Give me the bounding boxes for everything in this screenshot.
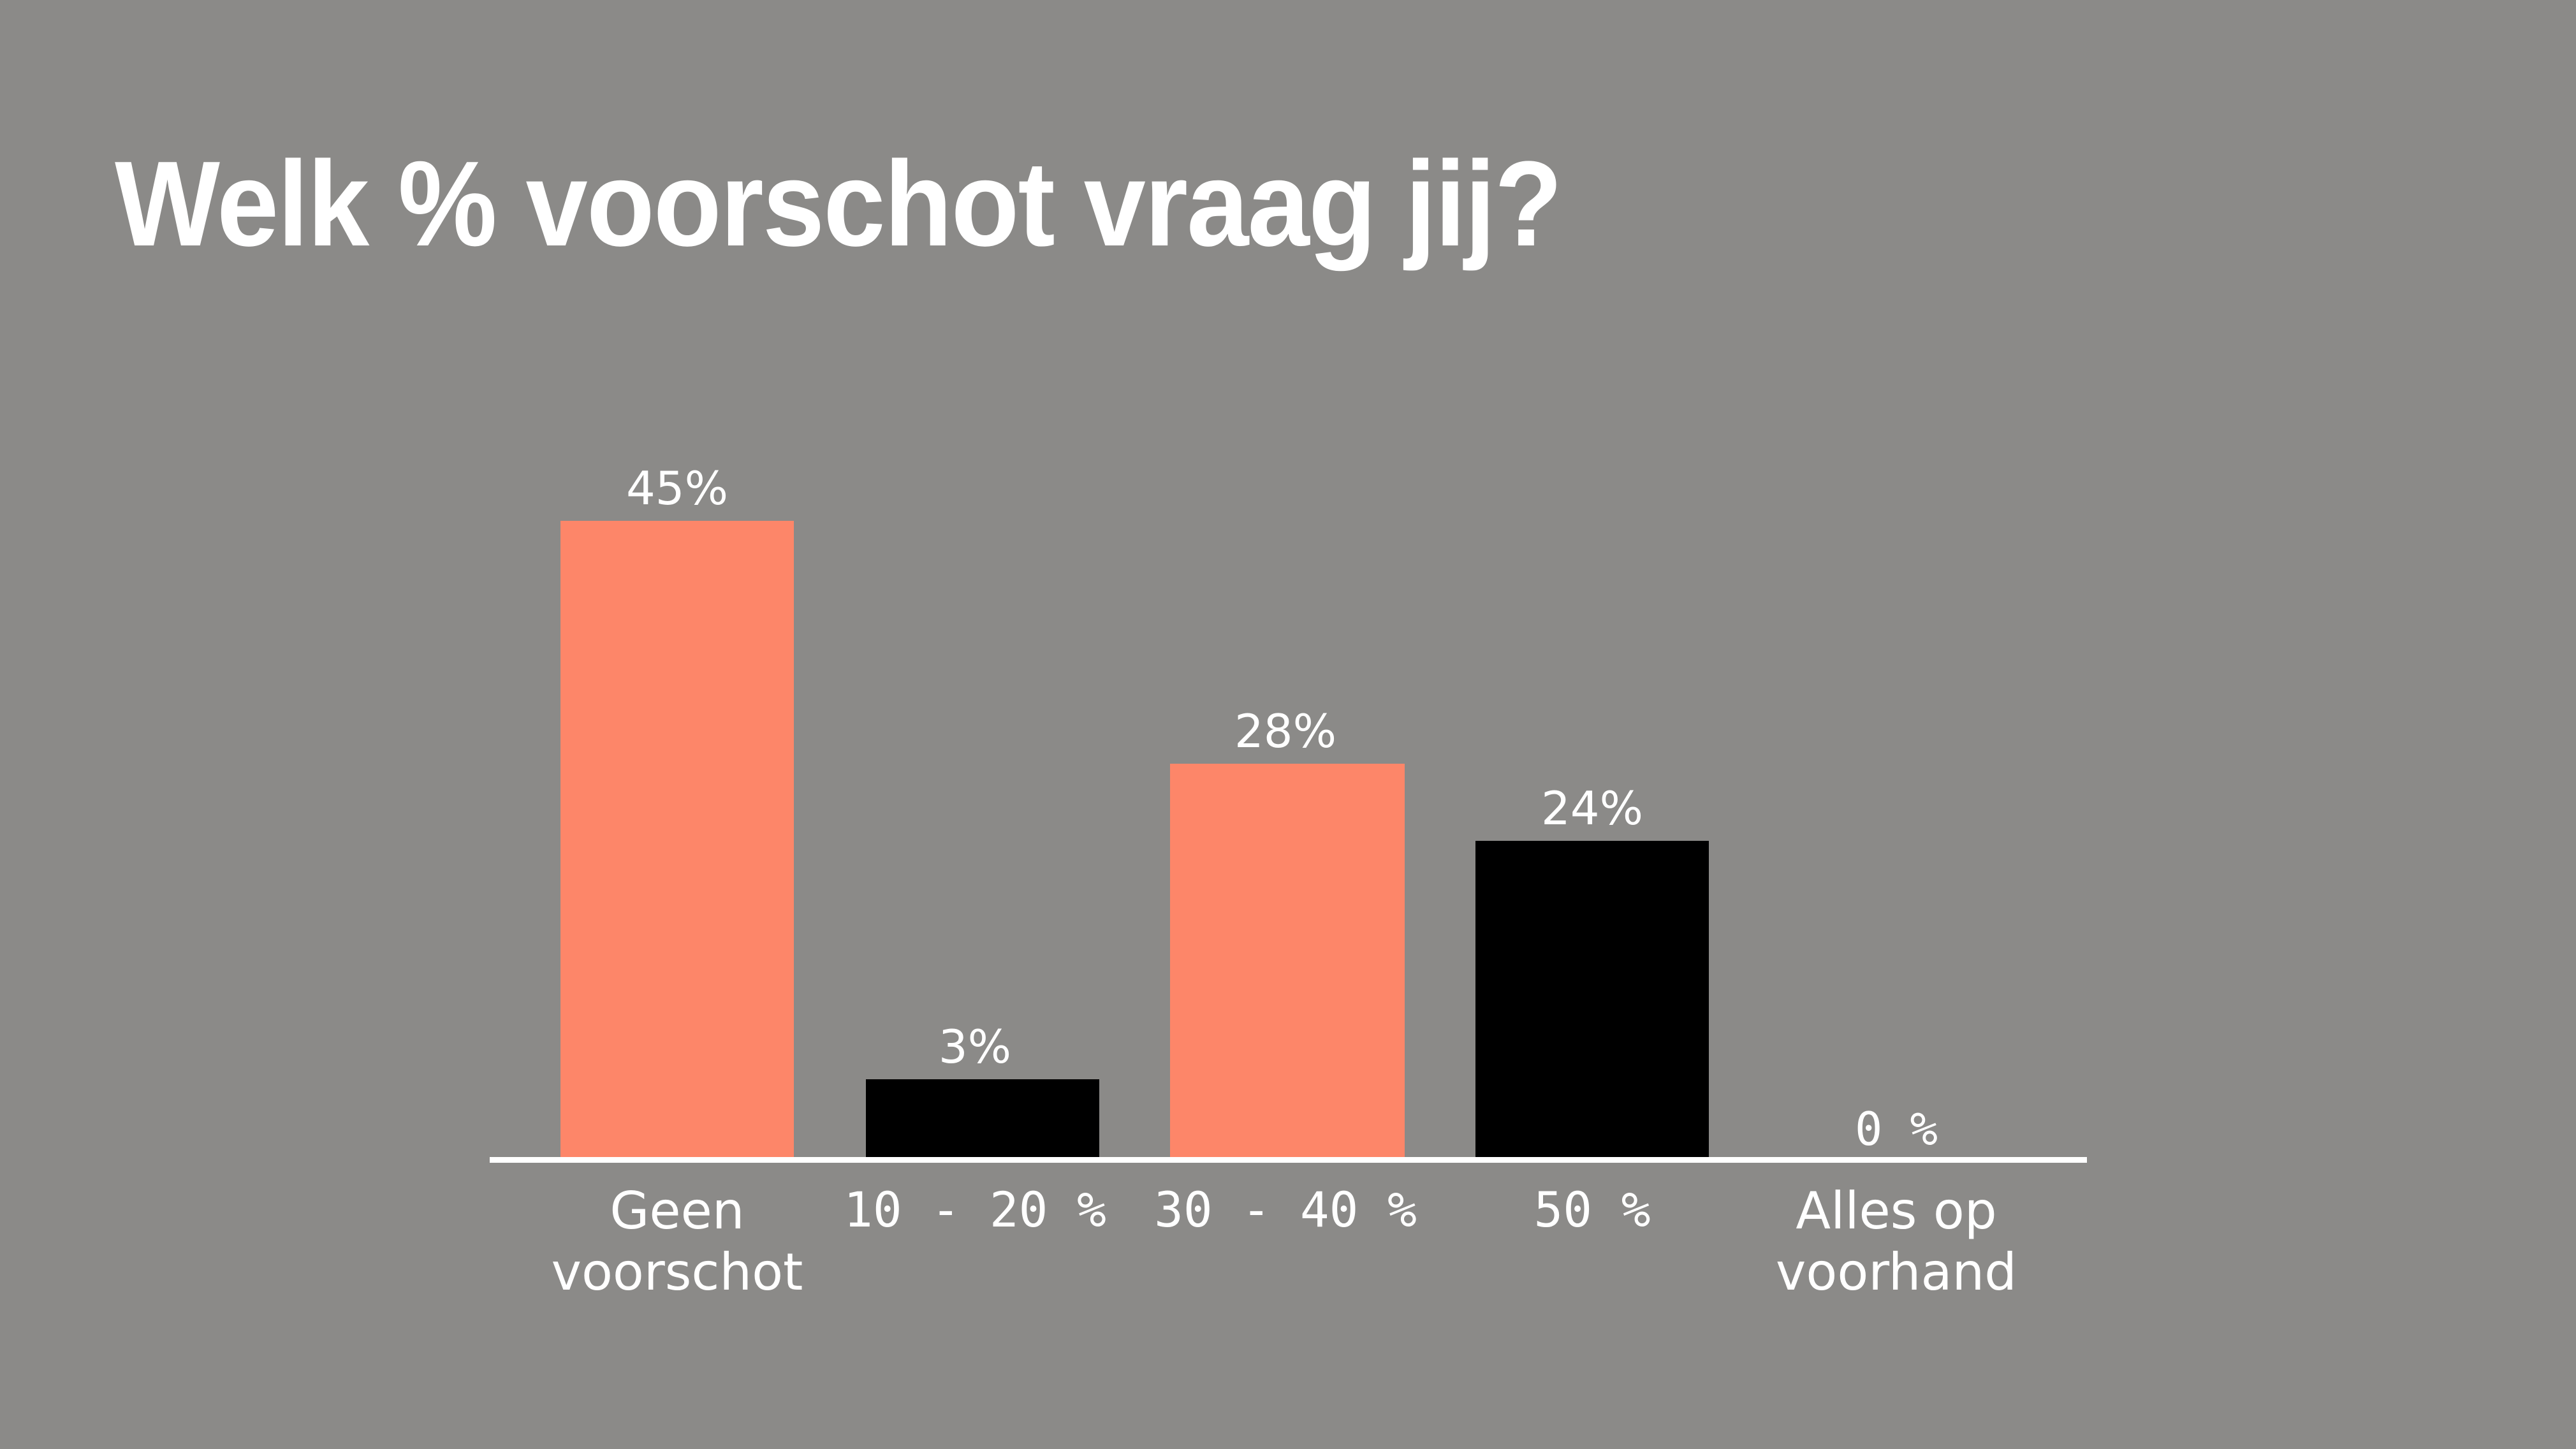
category-label-line2: voorschot bbox=[551, 1242, 803, 1302]
value-label-30-40: 28% bbox=[1234, 704, 1337, 758]
category-label-line1: 30 - 40 % bbox=[1154, 1181, 1417, 1238]
category-label-alles-op-voorhand: Alles op voorhand bbox=[1731, 1181, 2062, 1303]
bar-10-20 bbox=[866, 1079, 1099, 1157]
bar-50 bbox=[1475, 841, 1709, 1157]
category-label-line1: 50 % bbox=[1533, 1181, 1651, 1238]
bar-geen-voorschot bbox=[560, 521, 794, 1157]
category-label-line2: voorhand bbox=[1776, 1242, 2017, 1302]
bar-30-40 bbox=[1170, 764, 1405, 1157]
category-label-10-20: 10 - 20 % bbox=[809, 1181, 1141, 1239]
category-label-30-40: 30 - 40 % bbox=[1120, 1181, 1451, 1239]
value-label-alles-op-voorhand: 0 % bbox=[1854, 1102, 1938, 1156]
category-label-geen-voorschot: Geen voorschot bbox=[511, 1181, 843, 1303]
value-label-geen-voorschot: 45% bbox=[626, 462, 729, 515]
category-label-line1: Geen bbox=[610, 1181, 745, 1241]
category-label-line1: Alles op bbox=[1796, 1181, 1997, 1241]
value-label-50: 24% bbox=[1540, 782, 1644, 835]
category-label-50: 50 % bbox=[1426, 1181, 1758, 1239]
category-label-line1: 10 - 20 % bbox=[844, 1181, 1106, 1238]
value-label-10-20: 3% bbox=[938, 1020, 1012, 1074]
x-axis-line bbox=[490, 1157, 2087, 1163]
chart-title: Welk % voorschot vraag jij? bbox=[115, 136, 1563, 272]
